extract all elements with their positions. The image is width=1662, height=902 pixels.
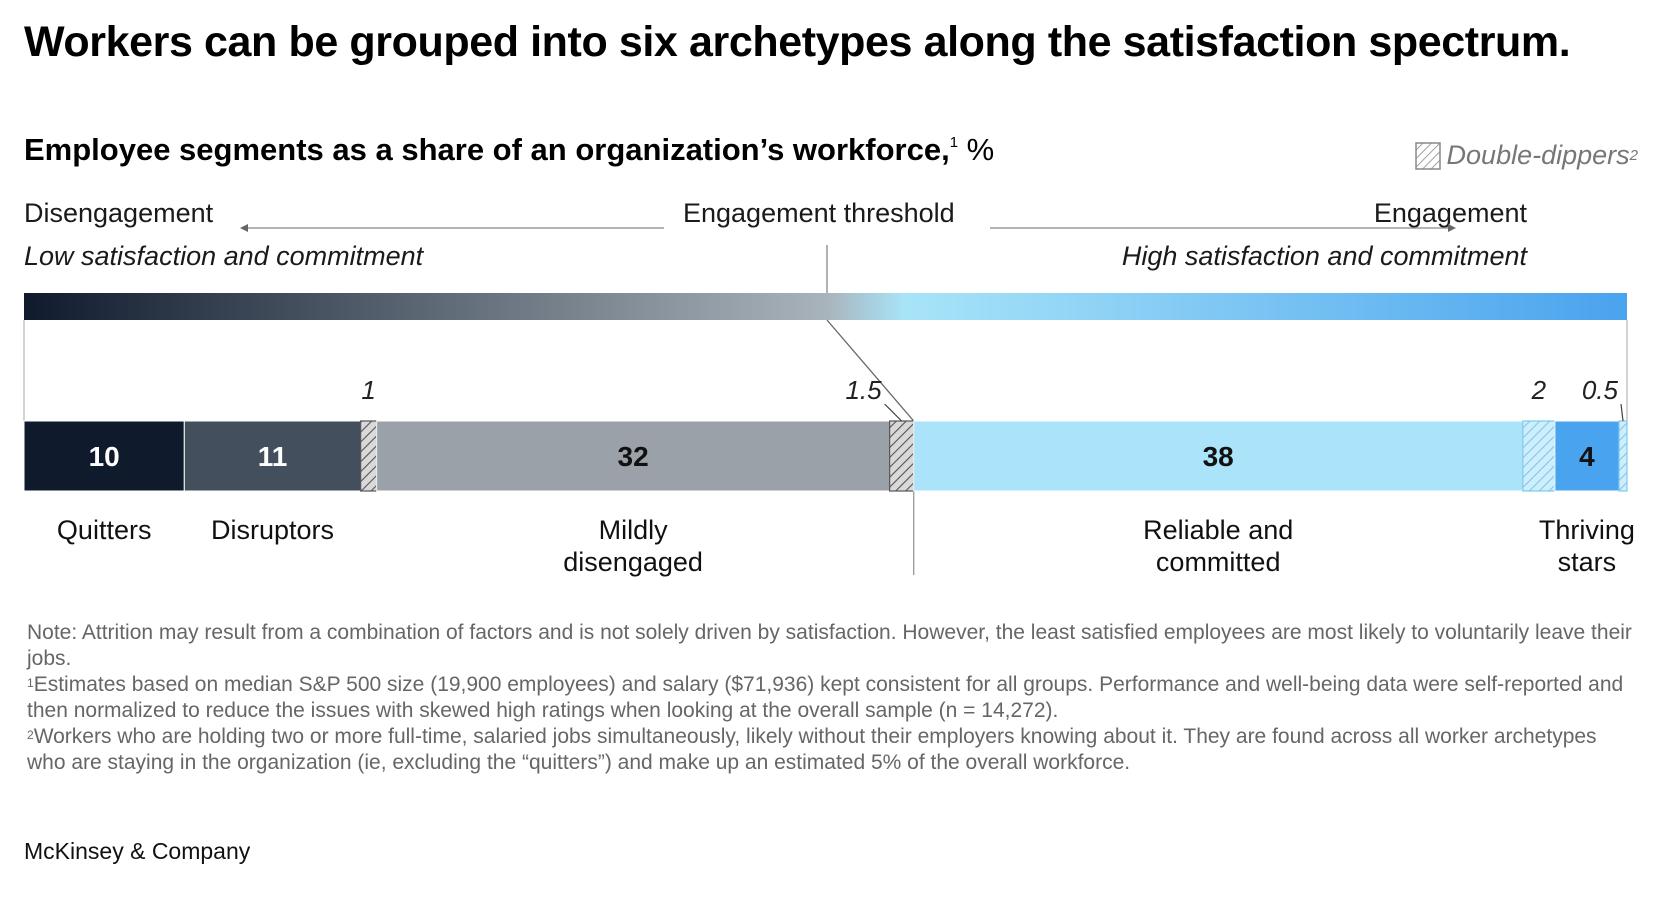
axis-right-sublabel: High satisfaction and commitment [1121,241,1527,271]
note-2-text: Workers who are holding two or more full… [27,725,1597,774]
axis-right-label: Engagement [1373,198,1527,228]
legend-footnote-marker: 2 [1629,147,1638,164]
note-2: 2Workers who are holding two or more ful… [27,724,1637,776]
leader-line [1620,403,1624,422]
legend-double-dippers: Double-dippers 2 [1414,140,1638,171]
legend-label: Double-dippers [1446,140,1630,170]
bar-segment-mildly-disengaged [376,420,891,492]
chart-subtitle: Employee segments as a share of an organ… [24,132,994,168]
bar-value-label: 32 [618,441,649,472]
subtitle-text: Employee segments as a share of an organ… [24,132,950,167]
note-1: 1Estimates based on median S&P 500 size … [27,672,1637,724]
note-general: Note: Attrition may result from a combin… [27,620,1637,672]
category-label: Reliable and [1143,515,1293,545]
double-dipper-value-label: 2 [1531,375,1547,405]
axis-left-label: Disengagement [24,198,214,228]
leader-line [884,403,903,422]
category-label: Mildly [599,515,669,545]
bar-value-label: 11 [258,441,288,472]
bar-segment-disruptors [183,420,362,492]
category-label: Disruptors [211,515,334,545]
subtitle-unit: % [966,132,995,167]
category-label: Quitters [57,515,152,545]
axis-center-label: Engagement threshold [683,198,955,228]
double-dipper-value-label: 1 [361,375,375,405]
note-2-marker: 2 [27,728,34,742]
category-label: committed [1156,547,1281,577]
bar-value-label: 38 [1203,441,1234,472]
hatch-swatch-icon [1414,141,1441,170]
bar-segment-double-dippers [360,420,378,492]
axis-left-sublabel: Low satisfaction and commitment [24,241,424,271]
satisfaction-spectrum-band [24,293,1627,320]
subtitle-footnote-marker: 1 [949,134,959,151]
bar-segment-double-dippers [1618,420,1628,492]
note-1-text: Estimates based on median S&P 500 size (… [27,673,1624,722]
bar-segment-double-dippers [1522,420,1556,492]
bar-segment-thriving-stars [1554,420,1620,492]
bar-segment-quitters [23,420,185,492]
category-label: stars [1558,547,1617,577]
double-dipper-value-label: 0.5 [1582,375,1619,405]
bar-segment-reliable-and-committed [913,420,1524,492]
double-dipper-value-label: 1.5 [845,375,882,405]
bar-value-label: 10 [89,441,120,472]
note-general-text: Note: Attrition may result from a combin… [27,621,1632,670]
bar-value-label: 4 [1579,441,1595,472]
stacked-bar [23,420,1628,492]
chart-title: Workers can be grouped into six archetyp… [24,18,1571,66]
category-label: Thriving [1539,515,1635,545]
footnotes: Note: Attrition may result from a combin… [27,620,1637,776]
bar-segment-double-dippers [889,420,915,492]
category-label: disengaged [563,547,703,577]
note-1-marker: 1 [27,676,34,690]
arrow-right-icon [1448,224,1456,232]
source-credit: McKinsey & Company [24,838,251,864]
arrow-left-icon [240,224,248,232]
threshold-connector-line [826,319,915,422]
